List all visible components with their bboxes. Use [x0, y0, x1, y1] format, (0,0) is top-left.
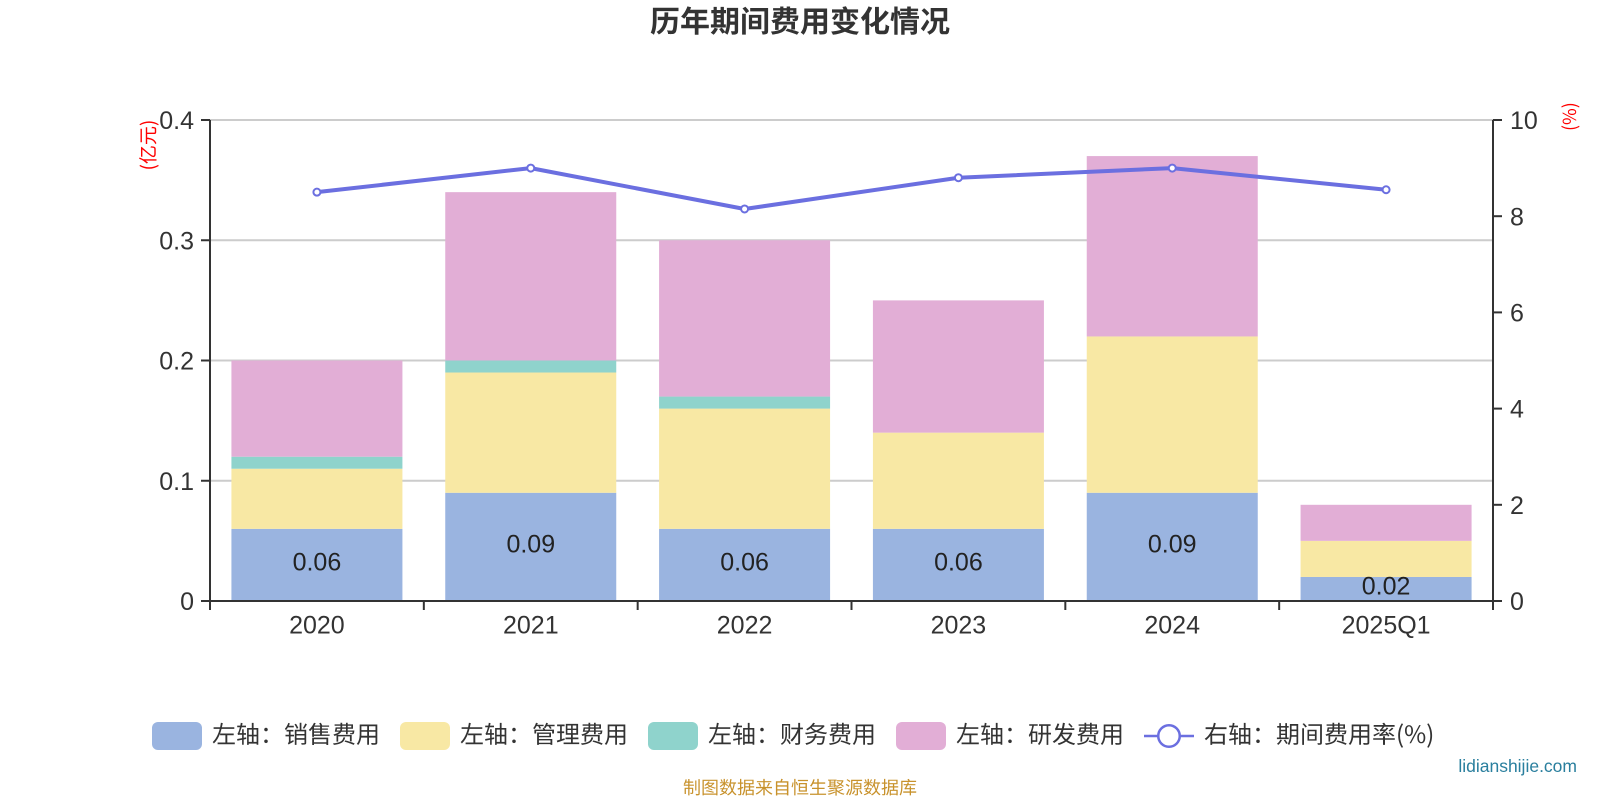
svg-text:2022: 2022	[717, 611, 773, 639]
svg-text:0.06: 0.06	[293, 549, 342, 577]
svg-text:6: 6	[1510, 300, 1524, 328]
svg-text:10: 10	[1510, 107, 1538, 135]
svg-text:0.2: 0.2	[159, 348, 194, 376]
svg-text:8: 8	[1510, 203, 1524, 231]
svg-text:0.06: 0.06	[934, 549, 983, 577]
svg-text:2: 2	[1510, 492, 1524, 520]
svg-text:0.09: 0.09	[1148, 531, 1197, 559]
svg-text:lidianshijie.com: lidianshijie.com	[1458, 756, 1577, 776]
svg-text:0.1: 0.1	[159, 468, 194, 496]
svg-text:0.09: 0.09	[506, 531, 555, 559]
svg-text:0.02: 0.02	[1362, 573, 1411, 601]
svg-text:0: 0	[180, 588, 194, 616]
svg-text:0.4: 0.4	[159, 107, 194, 135]
svg-text:2023: 2023	[931, 611, 987, 639]
svg-text:2025Q1: 2025Q1	[1342, 611, 1431, 639]
svg-text:0.3: 0.3	[159, 227, 194, 255]
svg-text:2020: 2020	[289, 611, 345, 639]
svg-text:2021: 2021	[503, 611, 559, 639]
svg-text:0.06: 0.06	[720, 549, 769, 577]
svg-text:2024: 2024	[1144, 611, 1200, 639]
svg-text:0: 0	[1510, 588, 1524, 616]
svg-text:4: 4	[1510, 396, 1524, 424]
